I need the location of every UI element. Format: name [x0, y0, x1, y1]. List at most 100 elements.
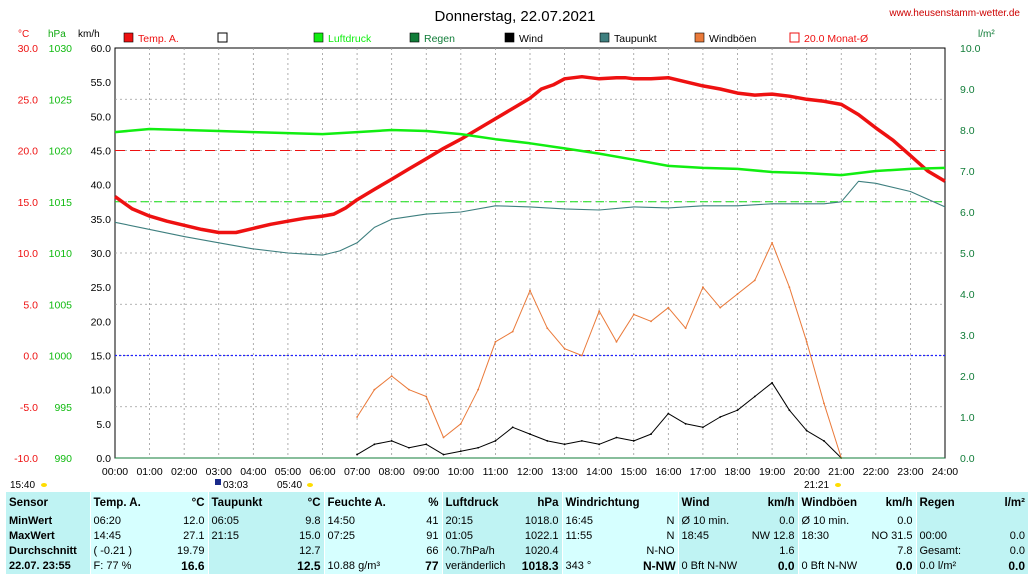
gust-value: 0.0: [866, 559, 916, 574]
dir-time: 16:45: [561, 514, 640, 529]
data-point: [805, 429, 808, 432]
data-point: [529, 433, 531, 435]
dir-value: N: [640, 529, 678, 544]
marker-label: 05:40: [277, 480, 302, 491]
rain-label: 0.0 l/m²: [915, 559, 978, 574]
data-point: [563, 347, 566, 350]
time-tick-label: 19:00: [759, 466, 785, 478]
wind-value: 0.0: [742, 559, 798, 574]
time-tick-label: 04:00: [240, 466, 266, 478]
time-tick-label: 17:00: [690, 466, 716, 478]
row-label: 22.07. 23:55: [6, 559, 90, 574]
dew-time: [207, 559, 264, 574]
marker-label: 15:40: [10, 480, 35, 491]
legend-label: Taupunkt: [614, 33, 657, 45]
time-tick-label: 11:00: [483, 466, 509, 478]
website-link[interactable]: www.heusenstamm-wetter.de: [888, 8, 1020, 19]
data-point: [546, 327, 549, 330]
temp-tick-label: -10.0: [14, 453, 38, 465]
data-point: [598, 443, 601, 446]
time-tick-label: 16:00: [655, 466, 681, 478]
time-tick-label: 15:00: [621, 466, 647, 478]
data-point: [667, 412, 670, 415]
data-point: [477, 388, 480, 391]
dew-value: 12.5: [264, 559, 324, 574]
data-point: [408, 446, 410, 449]
wind-label: 0 Bft N-NW: [677, 559, 742, 574]
wind-tick-label: 45.0: [91, 146, 112, 158]
wind-tick-label: 25.0: [91, 282, 112, 294]
rain-value: 0.0: [978, 559, 1028, 574]
weather-chart: Donnerstag, 22.07.2021 www.heusenstamm-w…: [10, 8, 1021, 491]
header-dew: Taupunkt: [207, 492, 264, 514]
legend-swatch: [694, 32, 705, 43]
pressure-tick-label: 1005: [49, 299, 73, 311]
time-tick-label: 13:00: [551, 466, 577, 478]
temp-value: 27.1: [146, 529, 208, 544]
data-point: [442, 436, 445, 439]
header-temp-unit: °C: [146, 492, 208, 514]
wind-value: 0.0: [742, 514, 798, 529]
chart-title: Donnerstag, 22.07.2021: [435, 8, 596, 25]
data-point: [494, 340, 497, 343]
legend-label: Windböen: [709, 33, 756, 45]
row-label: MaxWert: [6, 529, 90, 544]
data-point: [580, 354, 583, 357]
hum-time: [323, 544, 388, 559]
statistics-row-max: MaxWert 14:45 27.1 21:15 15.0 07:25 91 0…: [6, 529, 1028, 544]
row-label: MinWert: [6, 514, 90, 529]
data-point: [753, 279, 756, 282]
rain-tick-label: 6.0: [960, 207, 975, 219]
marker-label: 03:03: [223, 480, 248, 491]
data-point: [632, 313, 635, 316]
pressure-tick-label: 1030: [49, 43, 73, 55]
header-gust-unit: km/h: [866, 492, 916, 514]
header-press: Luftdruck: [441, 492, 508, 514]
time-tick-label: 06:00: [309, 466, 335, 478]
temp-tick-label: 5.0: [23, 299, 38, 311]
legend-swatch: [599, 32, 610, 43]
temp-value: 12.0: [146, 514, 208, 529]
press-value: 1018.3: [508, 559, 562, 574]
pressure-tick-label: 1020: [49, 146, 73, 158]
data-point: [459, 450, 462, 453]
dir-value: N: [640, 514, 678, 529]
header-wind-unit: km/h: [742, 492, 798, 514]
legend-swatch: [409, 32, 420, 43]
header-wind: Wind: [677, 492, 742, 514]
temp-tick-label: 20.0: [18, 146, 39, 158]
temp-value: 19.79: [146, 544, 208, 559]
rain-tick-label: 2.0: [960, 371, 975, 383]
wind-tick-label: 10.0: [91, 385, 112, 397]
data-point: [684, 327, 687, 330]
dir-time: 11:55: [561, 529, 640, 544]
rain-tick-label: 7.0: [960, 166, 975, 178]
data-point: [356, 453, 358, 456]
pressure-tick-label: 990: [54, 453, 72, 465]
time-tick-label: 00:00: [102, 466, 128, 478]
wind-tick-label: 20.0: [91, 316, 112, 328]
time-tick-label: 22:00: [863, 466, 889, 478]
press-time: veränderlich: [441, 559, 508, 574]
time-tick-label: 02:00: [171, 466, 197, 478]
data-point: [719, 306, 722, 309]
legend-label: Regen: [424, 33, 455, 45]
time-tick-label: 18:00: [724, 466, 750, 478]
statistics-row-min: MinWert 06:20 12.0 06:05 9.8 14:50 41 20…: [6, 514, 1028, 529]
rain-tick-label: 3.0: [960, 330, 975, 342]
time-tick-label: 14:00: [586, 466, 612, 478]
reference-lines: [115, 150, 945, 357]
series-line-luftdruck: [114, 127, 946, 177]
pressure-tick-label: 1015: [49, 197, 73, 209]
header-gust: Windböen: [797, 492, 866, 514]
wind-tick-label: 60.0: [91, 43, 112, 55]
legend-swatch: [313, 32, 324, 43]
data-point: [736, 293, 739, 295]
rain-tick-label: 10.0: [960, 43, 981, 55]
time-tick-label: 23:00: [897, 466, 923, 478]
hum-time: 10.88 g/m³: [323, 559, 388, 574]
sun-marker: [835, 483, 841, 487]
sun-marker: [41, 483, 47, 487]
time-tick-label: 03:00: [206, 466, 232, 478]
rain-tick-label: 5.0: [960, 248, 975, 260]
